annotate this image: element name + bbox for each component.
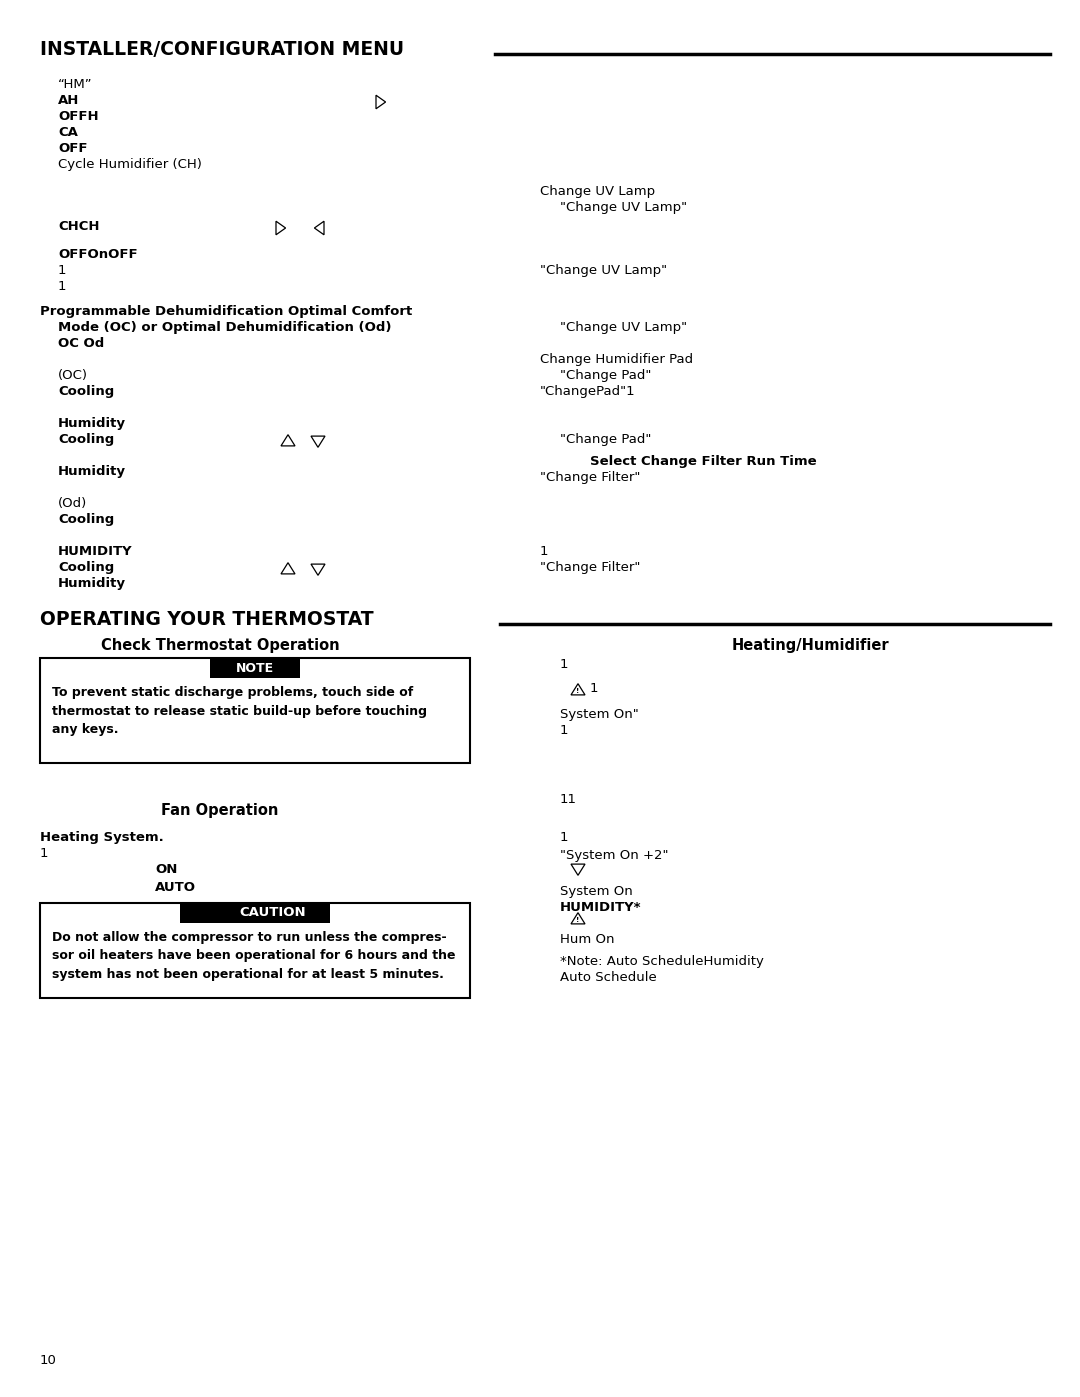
Text: 1: 1 bbox=[561, 831, 568, 844]
Text: CHCH: CHCH bbox=[58, 219, 99, 233]
Text: AUTO: AUTO bbox=[156, 882, 195, 894]
Text: Change Humidifier Pad: Change Humidifier Pad bbox=[540, 353, 693, 366]
Text: Fan Operation: Fan Operation bbox=[161, 803, 279, 819]
Bar bbox=[180, 902, 330, 923]
Text: !: ! bbox=[199, 912, 202, 918]
Text: 10: 10 bbox=[40, 1354, 57, 1368]
Text: "Change UV Lamp": "Change UV Lamp" bbox=[540, 264, 667, 277]
Text: AH: AH bbox=[58, 94, 79, 108]
Text: Humidity: Humidity bbox=[58, 465, 126, 478]
Text: Cooling: Cooling bbox=[58, 386, 114, 398]
Text: 1: 1 bbox=[58, 279, 67, 293]
Text: (Od): (Od) bbox=[58, 497, 87, 510]
Text: "Change Filter": "Change Filter" bbox=[540, 562, 640, 574]
Text: 1: 1 bbox=[561, 658, 568, 671]
Text: INSTALLER/CONFIGURATION MENU: INSTALLER/CONFIGURATION MENU bbox=[40, 41, 404, 59]
Bar bbox=[210, 658, 300, 678]
Text: Do not allow the compressor to run unless the compres-
sor oil heaters have been: Do not allow the compressor to run unles… bbox=[52, 930, 456, 981]
Text: Heating System.: Heating System. bbox=[40, 831, 164, 844]
Text: System On": System On" bbox=[561, 708, 638, 721]
Bar bbox=[40, 902, 470, 997]
Text: Cooling: Cooling bbox=[58, 513, 114, 527]
Text: NOTE: NOTE bbox=[235, 662, 274, 675]
Text: OFFOnOFF: OFFOnOFF bbox=[58, 249, 137, 261]
Text: ON: ON bbox=[156, 863, 177, 876]
Text: Cooling: Cooling bbox=[58, 433, 114, 446]
Text: CAUTION: CAUTION bbox=[240, 907, 307, 919]
Text: System On: System On bbox=[561, 886, 633, 898]
Text: Programmable Dehumidification Optimal Comfort: Programmable Dehumidification Optimal Co… bbox=[40, 305, 413, 319]
Bar bbox=[40, 658, 470, 763]
Text: Heating/Humidifier: Heating/Humidifier bbox=[731, 638, 889, 652]
Text: HUMIDITY: HUMIDITY bbox=[58, 545, 133, 557]
Text: (OC): (OC) bbox=[58, 369, 87, 381]
Text: "Change UV Lamp": "Change UV Lamp" bbox=[561, 321, 687, 334]
Text: CA: CA bbox=[58, 126, 78, 138]
Text: HUMIDITY*: HUMIDITY* bbox=[561, 901, 642, 914]
Text: Humidity: Humidity bbox=[58, 577, 126, 590]
Text: To prevent static discharge problems, touch side of
thermostat to release static: To prevent static discharge problems, to… bbox=[52, 686, 427, 736]
Text: Humidity: Humidity bbox=[58, 416, 126, 430]
Text: "Change Pad": "Change Pad" bbox=[561, 369, 651, 381]
Text: 1: 1 bbox=[58, 264, 67, 277]
Text: !: ! bbox=[577, 918, 580, 923]
Text: OFF: OFF bbox=[58, 142, 87, 155]
Text: "Change UV Lamp": "Change UV Lamp" bbox=[561, 201, 687, 214]
Text: *Note: Auto ScheduleHumidity: *Note: Auto ScheduleHumidity bbox=[561, 956, 764, 968]
Text: Select Change Filter Run Time: Select Change Filter Run Time bbox=[590, 455, 816, 468]
Text: “HM”: “HM” bbox=[58, 78, 93, 91]
Text: "Change Pad": "Change Pad" bbox=[561, 433, 651, 446]
Text: OPERATING YOUR THERMOSTAT: OPERATING YOUR THERMOSTAT bbox=[40, 610, 374, 629]
Text: !: ! bbox=[577, 689, 580, 694]
Text: Check Thermostat Operation: Check Thermostat Operation bbox=[100, 638, 339, 652]
Text: "System On +2": "System On +2" bbox=[561, 849, 669, 862]
Text: 11: 11 bbox=[561, 793, 577, 806]
Text: Cycle Humidifier (CH): Cycle Humidifier (CH) bbox=[58, 158, 202, 170]
Text: 1: 1 bbox=[561, 724, 568, 738]
Text: 1: 1 bbox=[540, 545, 549, 557]
Text: Mode (OC) or Optimal Dehumidification (Od): Mode (OC) or Optimal Dehumidification (O… bbox=[58, 321, 391, 334]
Text: "ChangePad"1: "ChangePad"1 bbox=[540, 386, 636, 398]
Text: 1: 1 bbox=[40, 847, 49, 861]
Text: 1: 1 bbox=[590, 682, 598, 694]
Text: Change UV Lamp: Change UV Lamp bbox=[540, 184, 656, 198]
Text: "Change Filter": "Change Filter" bbox=[540, 471, 640, 483]
Text: OC Od: OC Od bbox=[58, 337, 105, 351]
Text: OFFH: OFFH bbox=[58, 110, 98, 123]
Text: Auto Schedule: Auto Schedule bbox=[561, 971, 657, 983]
Text: Cooling: Cooling bbox=[58, 562, 114, 574]
Text: Hum On: Hum On bbox=[561, 933, 615, 946]
